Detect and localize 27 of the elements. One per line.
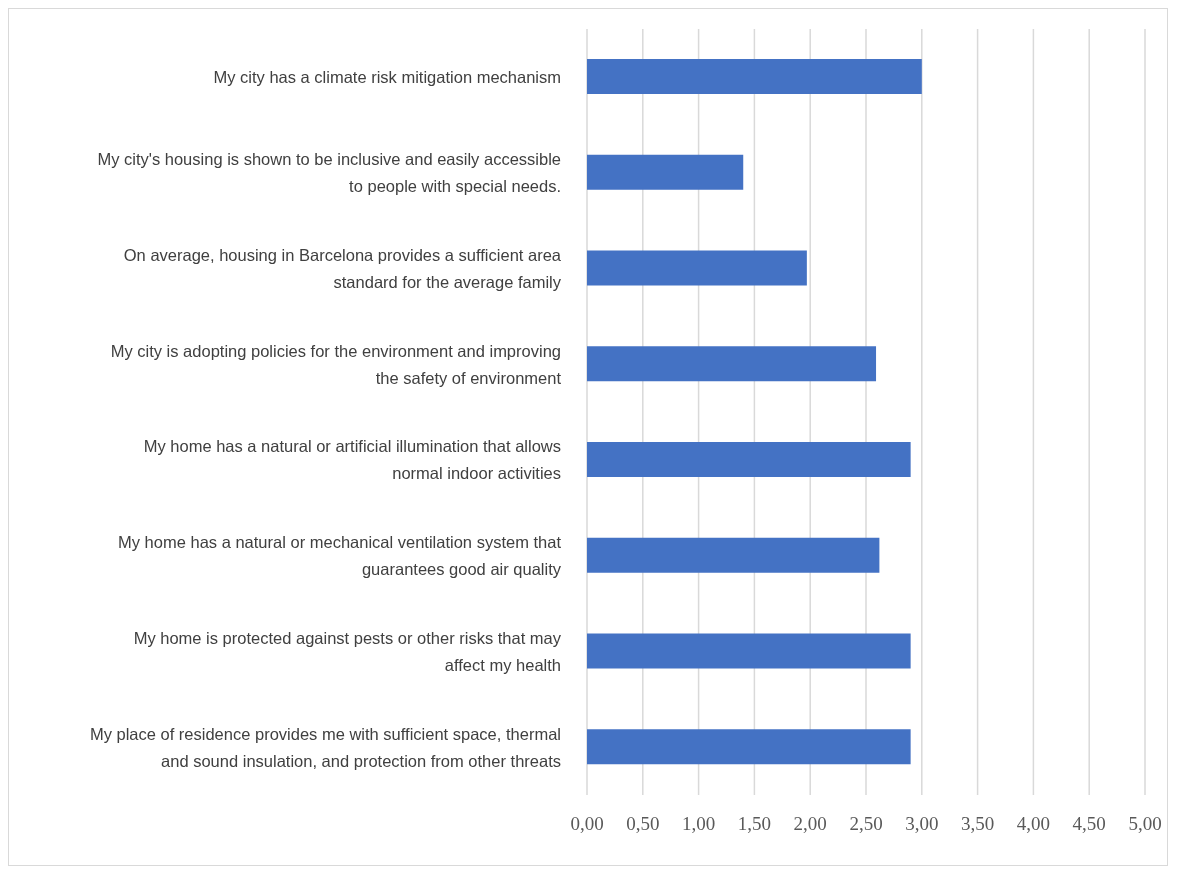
y-tick-label: On average, housing in Barcelona provides a sufficient area standard for the average family <box>123 245 562 291</box>
y-tick-label: My home has a natural or artificial illumination that allows normal indoor activities <box>143 437 561 483</box>
x-tick-label: 0,00 <box>570 813 604 835</box>
bar <box>587 250 807 286</box>
x-tick-label: 0,50 <box>626 813 660 835</box>
bar <box>587 59 922 94</box>
x-tick-label: 1,00 <box>681 813 716 835</box>
x-tick-label: 3,50 <box>960 813 995 835</box>
bar <box>587 633 911 669</box>
bar <box>587 537 880 573</box>
bar <box>587 442 911 477</box>
x-tick-label: 3,00 <box>905 813 939 835</box>
y-tick-label: My home has a natural or mechanical ventilation system that guarantees good air quality <box>118 533 562 579</box>
x-tick-label: 4,00 <box>1016 813 1051 835</box>
x-tick-label: 2,50 <box>849 813 883 835</box>
x-tick-label: 2,00 <box>793 813 827 835</box>
y-tick-label: My city is adopting policies for the environment and improving the safety of environment <box>110 341 562 387</box>
y-tick-label: My city has a climate risk mitigation mechanism <box>213 67 561 86</box>
x-tick-label: 4,50 <box>1072 813 1106 835</box>
y-tick-label: My place of residence provides me with sufficient space, thermal and sound insulation, and protection from other threats <box>89 724 561 770</box>
x-tick-label: 1,50 <box>737 813 772 835</box>
bar <box>587 154 744 190</box>
x-tick-label: 5,00 <box>1128 813 1162 835</box>
y-tick-label: My home is protected against pests or other risks that may affect my health <box>133 628 562 674</box>
bar <box>587 346 877 382</box>
bar <box>587 729 911 765</box>
y-tick-label: My city's housing is shown to be inclusive and easily accessible to people with special needs. <box>97 150 561 196</box>
